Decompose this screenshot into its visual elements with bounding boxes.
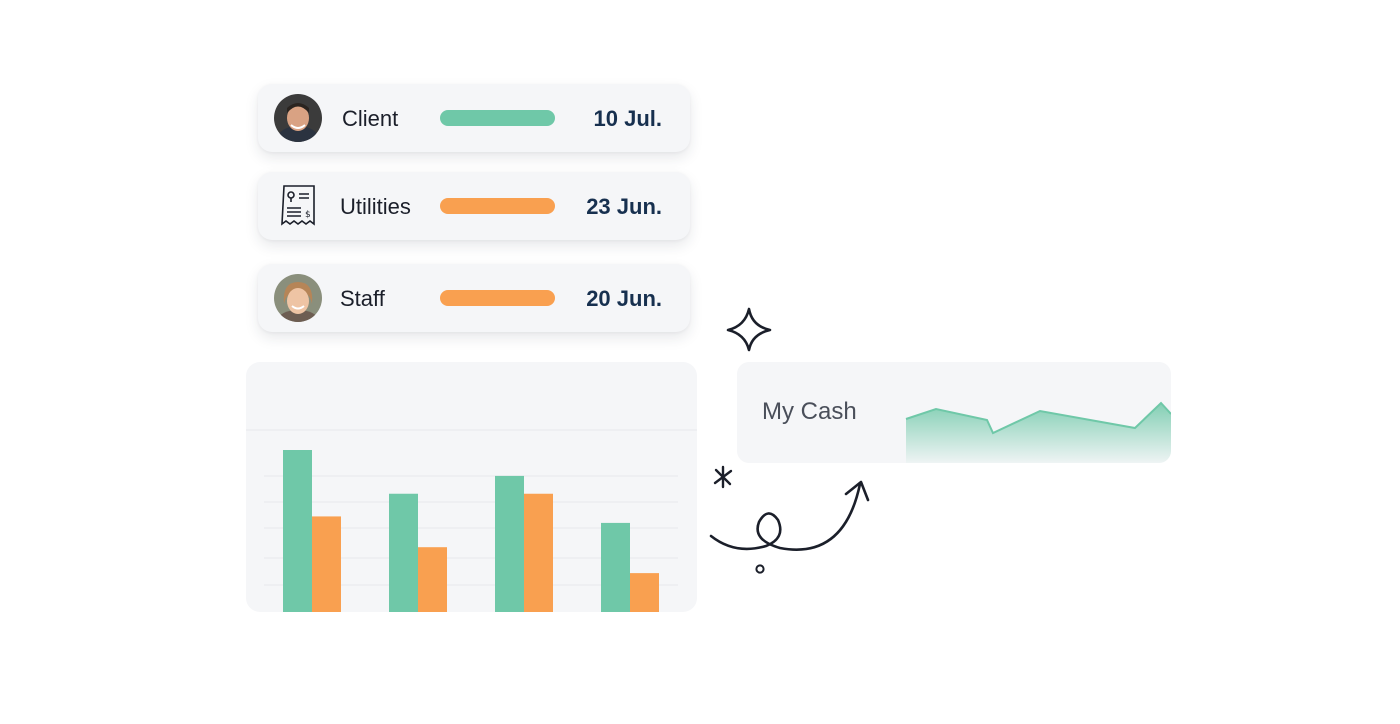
bar-chart [246, 429, 697, 612]
bar-series-1-group-2 [389, 493, 418, 612]
bar-chart-card [246, 362, 697, 612]
sparkle-icon [726, 307, 772, 352]
squiggle-arrow-icon [709, 482, 862, 551]
transaction-row-staff[interactable]: Staff 20 Jun. [258, 264, 690, 332]
transaction-bar [440, 290, 555, 306]
arrow-head-icon [844, 480, 870, 502]
bar-series-1-group-1 [283, 450, 312, 612]
transaction-label: Client [342, 106, 399, 131]
transaction-date: 23 Jun. [586, 194, 662, 219]
client-avatar [274, 94, 322, 142]
cash-label: My Cash [762, 398, 857, 425]
bill-receipt-icon: $ [278, 184, 320, 228]
transaction-label: Utilities [340, 194, 411, 219]
transaction-bar [440, 198, 555, 214]
sparkline-line [905, 401, 1171, 435]
bar-series-1-group-3 [495, 475, 524, 612]
bar-series-2-group-1 [312, 516, 341, 612]
transaction-date: 20 Jun. [586, 286, 662, 311]
bar-series-2-group-3 [524, 493, 553, 612]
staff-avatar [274, 274, 322, 322]
my-cash-card[interactable]: My Cash [737, 362, 1171, 463]
bar-series-2-group-4 [630, 573, 659, 612]
transaction-row-client[interactable]: Client 10 Jul. [258, 84, 690, 152]
bar-series-2-group-2 [418, 547, 447, 612]
sparkline-area [906, 403, 1171, 463]
transaction-label: Staff [340, 286, 385, 311]
asterisk-icon [713, 465, 733, 489]
bar-series-1-group-4 [601, 522, 630, 612]
transaction-bar [440, 110, 555, 126]
small-circle-icon [755, 564, 765, 574]
transaction-row-utilities[interactable]: $ Utilities 23 Jun. [258, 172, 690, 240]
svg-text:$: $ [305, 210, 311, 220]
cash-sparkline [905, 401, 1171, 463]
transaction-date: 10 Jul. [593, 106, 662, 131]
